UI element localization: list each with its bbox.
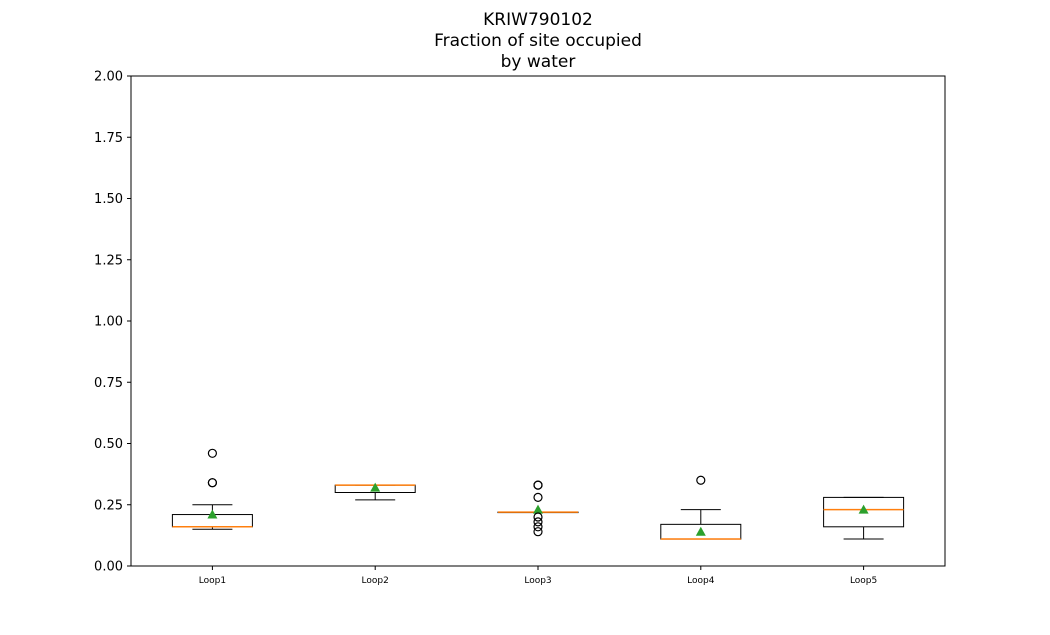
outlier-point bbox=[533, 527, 543, 537]
y-tick-label: 0.50 bbox=[94, 437, 123, 452]
mean-marker bbox=[858, 504, 869, 514]
y-tick-label: 0.00 bbox=[94, 560, 123, 575]
outlier-point bbox=[533, 517, 543, 527]
mean-marker bbox=[207, 509, 218, 519]
x-tick-label: Loop2 bbox=[362, 576, 389, 586]
outlier-point bbox=[207, 478, 217, 488]
y-tick-label: 1.25 bbox=[94, 253, 123, 268]
x-tick-label: Loop5 bbox=[850, 576, 877, 586]
outlier-point bbox=[533, 522, 543, 532]
outlier-point bbox=[533, 512, 543, 522]
y-tick-label: 2.00 bbox=[94, 70, 123, 85]
outlier-point bbox=[207, 448, 217, 458]
chart-title-line-2: Fraction of site occupied bbox=[434, 31, 642, 51]
plot-frame bbox=[130, 75, 946, 567]
y-tick-label: 0.75 bbox=[94, 376, 123, 391]
mean-marker bbox=[533, 504, 543, 514]
y-tick-label: 1.00 bbox=[94, 315, 123, 330]
y-tick-label: 1.75 bbox=[94, 131, 123, 146]
x-tick-label: Loop1 bbox=[199, 576, 226, 586]
chart-title-line-1: KRIW790102 bbox=[483, 10, 593, 30]
mean-marker bbox=[370, 482, 381, 492]
x-tick-label: Loop4 bbox=[687, 576, 715, 586]
mean-marker bbox=[695, 526, 706, 536]
x-tick-label: Loop3 bbox=[524, 576, 551, 586]
outlier-point bbox=[533, 480, 543, 490]
chart-title-line-3: by water bbox=[500, 52, 576, 72]
iqr-box bbox=[823, 496, 905, 528]
y-tick-label: 1.50 bbox=[94, 192, 123, 207]
outlier-point bbox=[696, 475, 706, 485]
y-tick-label: 0.25 bbox=[94, 498, 123, 513]
outlier-point bbox=[533, 492, 543, 502]
